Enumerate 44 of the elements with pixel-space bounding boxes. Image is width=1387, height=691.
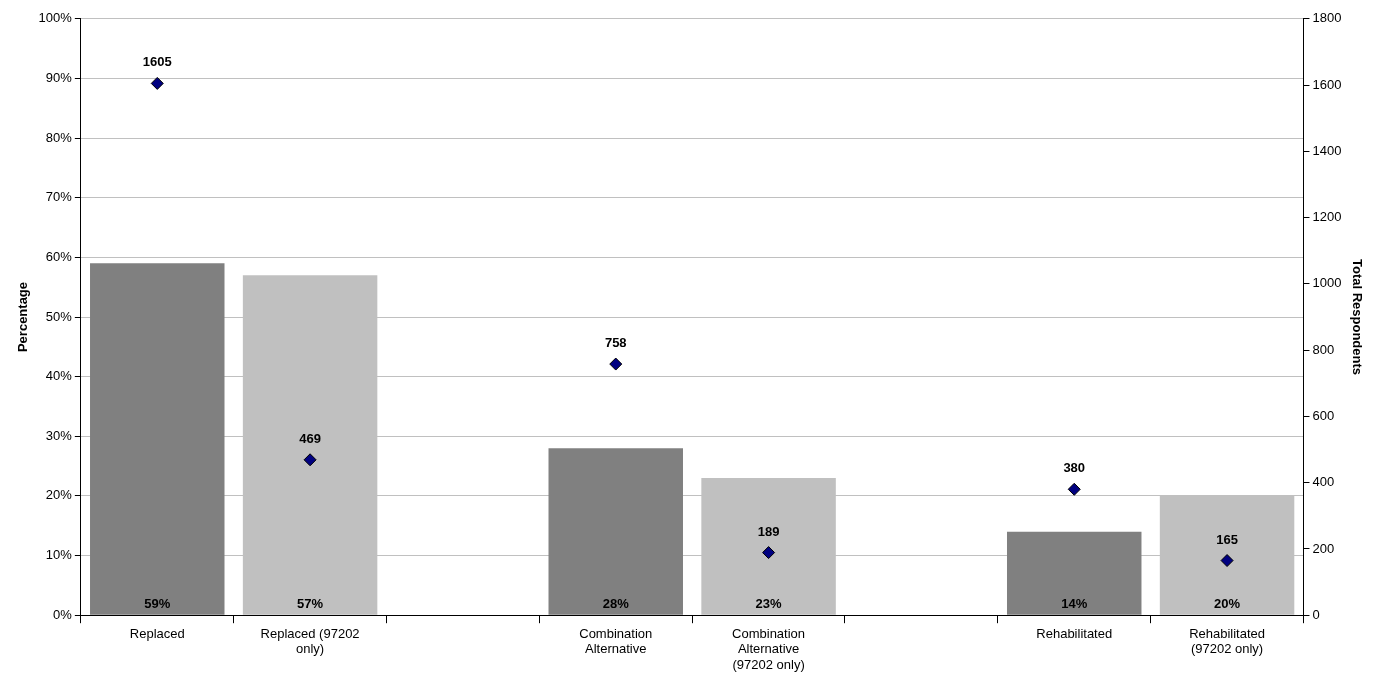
y-tick-label: 10% [45, 547, 73, 563]
data-label: 165 [1216, 531, 1238, 547]
y-tick-label: 30% [45, 427, 73, 443]
x-tick-label: Combination Alternative [579, 625, 653, 657]
y-tick-label: 90% [45, 70, 73, 86]
data-label: 57% [297, 595, 324, 611]
y2-tick-label: 800 [1312, 341, 1335, 357]
y-tick-label: 50% [45, 308, 73, 324]
y2-tick-label: 1600 [1312, 76, 1342, 92]
data-label: 20% [1214, 595, 1241, 611]
x-tick-label: Replaced [129, 625, 185, 641]
y-tick-label: 80% [45, 129, 73, 145]
y2-tick-label: 1000 [1312, 275, 1342, 291]
bar [548, 448, 683, 615]
y2-tick-label: 1800 [1312, 10, 1342, 26]
x-tick-label: Combination Alternative (97202 only) [732, 625, 806, 672]
y-axis-title: Percentage [15, 281, 31, 353]
y2-tick-label: 200 [1312, 540, 1335, 556]
y-tick-label: 100% [38, 10, 73, 26]
y2-tick-label: 1200 [1312, 209, 1342, 225]
y-tick-label: 0% [53, 606, 73, 622]
y-tick-label: 70% [45, 189, 73, 205]
data-label: 14% [1061, 595, 1088, 611]
y2-tick-label: 400 [1312, 474, 1335, 490]
data-label: 23% [755, 595, 783, 611]
data-label: 469 [299, 430, 321, 446]
y2-tick-label: 600 [1312, 407, 1335, 423]
y2-tick-label: 1400 [1312, 142, 1342, 158]
x-tick-label: Rehabilitated (97202 only) [1189, 625, 1266, 657]
bar [1006, 531, 1142, 615]
y-tick-label: 20% [45, 487, 73, 503]
data-label: 28% [602, 595, 630, 611]
data-label: 380 [1063, 460, 1086, 476]
bar [90, 263, 225, 615]
y-tick-label: 40% [45, 368, 73, 384]
data-label: 59% [144, 595, 171, 611]
data-label: 1605 [142, 54, 172, 70]
x-tick-label: Rehabilitated [1036, 625, 1113, 641]
data-label: 189 [757, 523, 780, 539]
y2-tick-label: 0 [1312, 606, 1320, 622]
y2-axis-title: Total Respondents [1349, 258, 1365, 376]
y-tick-label: 60% [45, 248, 73, 264]
data-label: 758 [604, 335, 627, 351]
x-tick-label: Replaced (97202 only) [260, 625, 360, 657]
